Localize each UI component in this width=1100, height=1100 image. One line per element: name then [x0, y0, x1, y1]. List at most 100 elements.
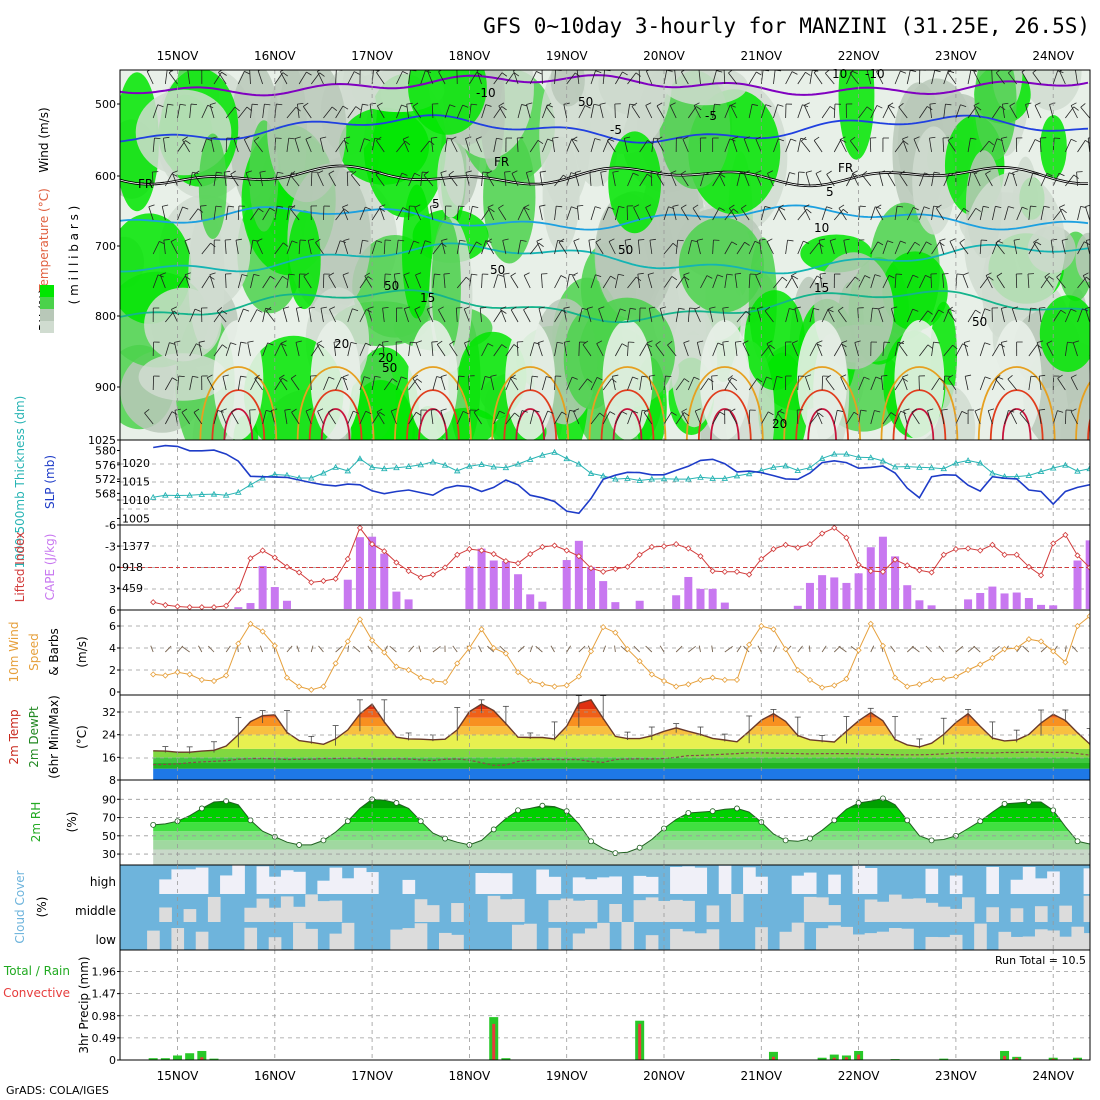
wind-barb: [894, 140, 904, 153]
wind-barb-flag: [727, 375, 733, 380]
wind-barb: [931, 342, 934, 357]
wind-barb-flag: [1057, 410, 1064, 413]
wind-barb: [894, 342, 899, 357]
wind-barb-flag: [1010, 408, 1016, 412]
cape-bar: [1073, 560, 1082, 609]
wind-barb-flag: [879, 170, 886, 173]
wind-barb-10m: [838, 646, 847, 653]
wind-barb: [870, 105, 878, 119]
wind-barb-flag: [412, 102, 419, 107]
wind-barb-flag: [367, 306, 374, 310]
wind-barb: [262, 410, 267, 425]
wind-barb: [382, 308, 385, 323]
wind-barb-flag: [1039, 306, 1046, 309]
wind-barb-flag: [874, 274, 881, 277]
wind-barb-flag: [731, 241, 738, 246]
wind-barb-flag: [745, 310, 751, 316]
wind-barb: [694, 410, 701, 425]
wind-barb-flag: [465, 136, 472, 139]
wind-marker: [174, 669, 181, 676]
li-marker: [660, 543, 668, 550]
wind-barb-10m: [602, 645, 607, 653]
wind-barb: [371, 208, 381, 221]
wind-barb: [1007, 72, 1018, 85]
ylabel-convective: Convective: [3, 986, 70, 1000]
wind-barb: [412, 106, 422, 119]
rh-patch: [838, 70, 875, 160]
wind-barb: [648, 376, 653, 391]
cape-bar: [1085, 540, 1090, 609]
cloud-cell: [803, 872, 817, 894]
wind-barb-flag: [328, 376, 335, 380]
wind-barb: [736, 172, 741, 187]
contour-warm: [600, 389, 655, 440]
wind-barb: [894, 378, 903, 391]
wind-barb-flag: [802, 104, 809, 108]
wind-barb: [554, 275, 562, 289]
wind-barb-flag: [427, 306, 433, 310]
wind-barb: [898, 344, 908, 357]
wind-barb: [510, 377, 519, 391]
wind-barb-flag: [197, 208, 204, 213]
wind-barb-flag: [1001, 306, 1008, 309]
wind-barb-flag: [487, 343, 494, 347]
wind-barb: [237, 376, 241, 391]
ylabel-2m-temp: 2m Temp: [7, 709, 21, 764]
wind-barb: [655, 344, 665, 357]
cloud-cell: [305, 894, 318, 922]
wind-barb-flag: [350, 341, 357, 345]
wind-barb: [554, 411, 563, 425]
cloud-cell: [329, 900, 343, 922]
thickness-marker: [478, 461, 485, 467]
cloud-cell: [876, 901, 890, 922]
wind-barb-flag: [680, 204, 687, 209]
li-marker: [879, 568, 886, 575]
wind-barb-flag: [192, 375, 199, 378]
wind-barb-flag: [539, 170, 547, 173]
wind-barb-flag: [593, 103, 600, 106]
wind-barb-flag: [933, 171, 940, 174]
wind-barb-10m: [736, 645, 742, 653]
wind-barb: [243, 139, 251, 153]
wind-barb: [286, 138, 290, 153]
wind-barb-flag: [680, 170, 687, 175]
wind-barb: [213, 344, 223, 357]
wind-barb: [481, 208, 490, 221]
wind-barb-flag: [484, 376, 491, 379]
wind-barb-flag: [526, 170, 533, 173]
y-tick-label: 572: [95, 473, 116, 486]
wind-barb-flag: [1083, 272, 1089, 276]
wind-barb-flag: [756, 71, 762, 76]
cloud-cell: [572, 900, 586, 922]
thickness-marker: [356, 455, 364, 462]
wind-barb-flag: [365, 342, 372, 346]
wind-barb-flag: [414, 204, 421, 208]
wind-barb-10m: [992, 645, 1000, 653]
wind-barb-10m: [310, 645, 314, 653]
precip-conv-bar: [832, 1057, 836, 1060]
cloud-cell: [1071, 926, 1085, 950]
wind-barb-flag: [449, 104, 456, 108]
precip-conv-bar: [1051, 1058, 1055, 1060]
wind-barb: [274, 276, 283, 289]
wind-barb: [444, 138, 448, 153]
wind-barb-flag: [594, 138, 601, 141]
wind-barb-flag: [1032, 172, 1039, 175]
wind-barb: [545, 106, 555, 119]
wind-barb: [279, 378, 288, 391]
rh-marker: [320, 837, 327, 844]
wind-barb: [663, 70, 668, 85]
wind-barb-flag: [563, 306, 570, 309]
wind-barb: [930, 273, 932, 289]
wind-barb: [233, 138, 239, 153]
wind-barb-flag: [291, 240, 298, 244]
wind-barb-10m: [675, 645, 683, 653]
wind-barb-flag: [900, 70, 907, 74]
wind-barb: [829, 240, 835, 255]
slp-series: [153, 444, 1090, 515]
wind-barb: [833, 139, 842, 153]
cape-bars: [234, 536, 1090, 609]
wind-barb-flag: [220, 408, 227, 412]
li-marker: [770, 546, 777, 553]
wind-barb: [599, 104, 604, 119]
